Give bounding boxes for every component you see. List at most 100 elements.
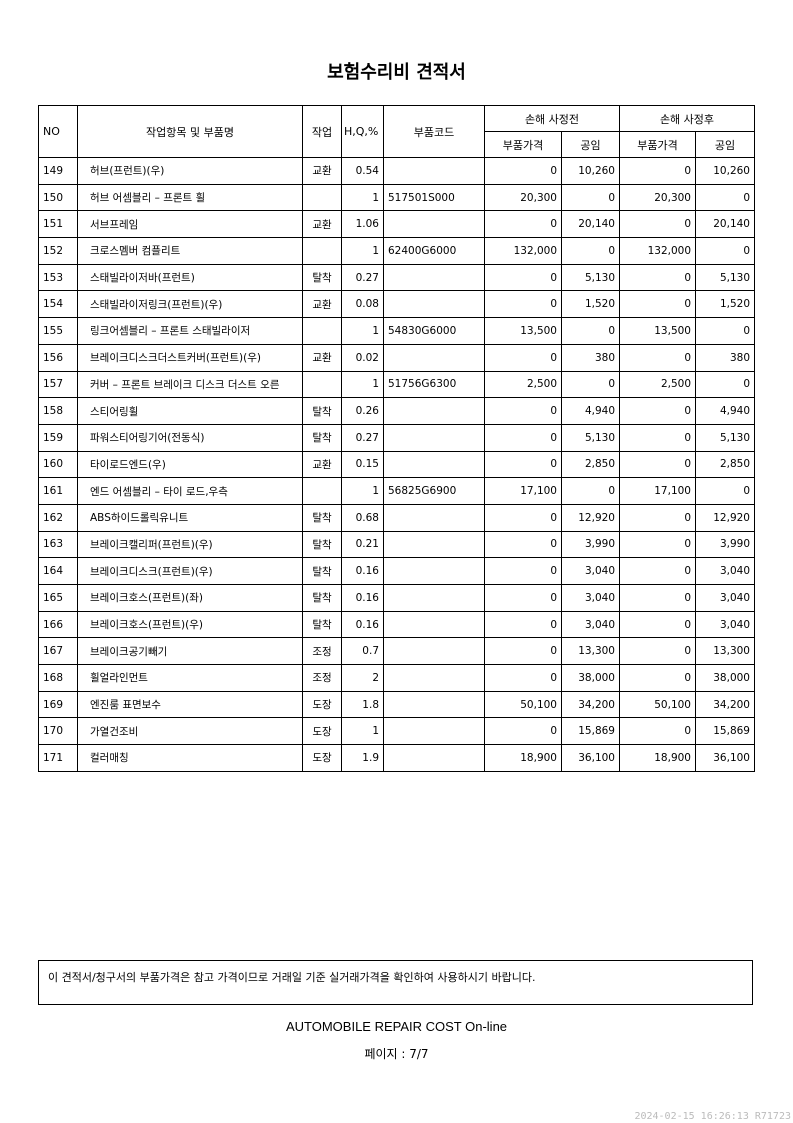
row-after-parts: 132,000 [619, 237, 696, 265]
row-hq: 0.16 [341, 610, 384, 639]
row-work [302, 317, 342, 345]
row-hq: 0.26 [341, 397, 384, 425]
row-work: 탈착 [302, 423, 342, 452]
row-after-labor: 20,140 [695, 210, 755, 239]
header-after: 손해 사정후 [619, 105, 755, 132]
row-before-labor: 20,140 [561, 210, 620, 239]
row-before-parts: 0 [484, 343, 562, 372]
row-item: 허브 어셈블리 – 프론트 휠 [77, 183, 303, 212]
row-code [383, 530, 485, 559]
row-item: 컬러매칭 [77, 744, 303, 772]
header-after-parts: 부품가격 [619, 131, 696, 158]
row-after-labor: 0 [695, 477, 755, 505]
row-hq: 0.16 [341, 557, 384, 585]
row-no: 167 [38, 637, 78, 666]
row-before-labor: 3,990 [561, 530, 620, 559]
row-no: 169 [38, 690, 78, 719]
row-before-labor: 3,040 [561, 584, 620, 612]
row-after-parts: 0 [619, 450, 696, 479]
row-before-parts: 0 [484, 557, 562, 585]
row-after-parts: 0 [619, 397, 696, 425]
row-after-labor: 15,869 [695, 717, 755, 746]
row-before-parts: 20,300 [484, 183, 562, 212]
table-row: 167 브레이크공기빼기 조정 0.7 0 13,300 0 13,300 [38, 637, 755, 666]
row-work: 탈착 [302, 263, 342, 292]
row-after-parts: 20,300 [619, 183, 696, 212]
row-after-labor: 13,300 [695, 637, 755, 666]
row-before-parts: 13,500 [484, 317, 562, 345]
table-row: 164 브레이크디스크(프런트)(우) 탈착 0.16 0 3,040 0 3,040 [38, 557, 755, 585]
row-item: 브레이크캘리퍼(프런트)(우) [77, 530, 303, 559]
row-item: 커버 – 프론트 브레이크 디스크 더스트 오른 [77, 370, 303, 399]
row-item: 타이로드엔드(우) [77, 450, 303, 479]
table-row: 156 브레이크디스크더스트커버(프런트)(우) 교환 0.02 0 380 0 380 [38, 343, 755, 372]
estimate-table: NO 작업항목 및 부품명 작업 H,Q,% 부품코드 손해 사정전 손해 사정… [38, 105, 755, 772]
header-before-parts: 부품가격 [484, 131, 562, 158]
row-after-parts: 0 [619, 157, 696, 185]
row-hq: 1 [341, 717, 384, 746]
row-after-parts: 0 [619, 717, 696, 746]
row-before-labor: 5,130 [561, 263, 620, 292]
row-code [383, 210, 485, 239]
row-code [383, 690, 485, 719]
row-no: 161 [38, 477, 78, 505]
header-code: 부품코드 [383, 105, 485, 158]
row-before-labor: 12,920 [561, 503, 620, 532]
row-item: 브레이크호스(프런트)(우) [77, 610, 303, 639]
row-after-labor: 380 [695, 343, 755, 372]
row-after-labor: 0 [695, 183, 755, 212]
row-before-labor: 1,520 [561, 290, 620, 319]
row-code [383, 450, 485, 479]
row-code [383, 423, 485, 452]
row-work: 조정 [302, 664, 342, 692]
row-before-labor: 13,300 [561, 637, 620, 666]
disclaimer-note: 이 견적서/청구서의 부품가격은 참고 가격이므로 거래일 기준 실거래가격을 … [38, 960, 753, 1005]
row-no: 155 [38, 317, 78, 345]
row-no: 160 [38, 450, 78, 479]
row-item: 스티어링휠 [77, 397, 303, 425]
row-no: 168 [38, 664, 78, 692]
row-before-parts: 0 [484, 717, 562, 746]
row-before-parts: 0 [484, 584, 562, 612]
row-after-labor: 1,520 [695, 290, 755, 319]
print-timestamp: 2024-02-15 16:26:13 R71723 [634, 1111, 791, 1122]
row-before-labor: 0 [561, 317, 620, 345]
row-work: 도장 [302, 717, 342, 746]
table-row: 155 링크어셈블리 – 프론트 스태빌라이저 1 54830G6000 13,500 0… [38, 317, 755, 345]
row-after-labor: 12,920 [695, 503, 755, 532]
row-after-parts: 0 [619, 557, 696, 585]
header-work: 작업 [302, 105, 342, 158]
row-before-labor: 15,869 [561, 717, 620, 746]
row-before-parts: 0 [484, 290, 562, 319]
row-item: ABS하이드롤릭유니트 [77, 503, 303, 532]
row-before-parts: 50,100 [484, 690, 562, 719]
row-no: 149 [38, 157, 78, 185]
row-code [383, 717, 485, 746]
row-after-labor: 38,000 [695, 664, 755, 692]
header-before: 손해 사정전 [484, 105, 620, 132]
row-code: 51756G6300 [383, 370, 485, 399]
row-code [383, 397, 485, 425]
row-before-parts: 2,500 [484, 370, 562, 399]
row-work: 교환 [302, 450, 342, 479]
row-before-labor: 3,040 [561, 610, 620, 639]
row-after-parts: 0 [619, 290, 696, 319]
header-hq: H,Q,% [341, 105, 384, 158]
row-before-labor: 0 [561, 477, 620, 505]
row-after-labor: 5,130 [695, 423, 755, 452]
row-after-parts: 0 [619, 530, 696, 559]
row-code [383, 343, 485, 372]
row-code [383, 637, 485, 666]
row-code: 56825G6900 [383, 477, 485, 505]
row-after-labor: 10,260 [695, 157, 755, 185]
row-after-parts: 0 [619, 584, 696, 612]
row-before-parts: 0 [484, 503, 562, 532]
row-code [383, 664, 485, 692]
row-before-parts: 0 [484, 450, 562, 479]
row-hq: 1 [341, 183, 384, 212]
row-hq: 1 [341, 370, 384, 399]
table-row: 162 ABS하이드롤릭유니트 탈착 0.68 0 12,920 0 12,920 [38, 503, 755, 532]
row-after-labor: 34,200 [695, 690, 755, 719]
row-before-parts: 17,100 [484, 477, 562, 505]
